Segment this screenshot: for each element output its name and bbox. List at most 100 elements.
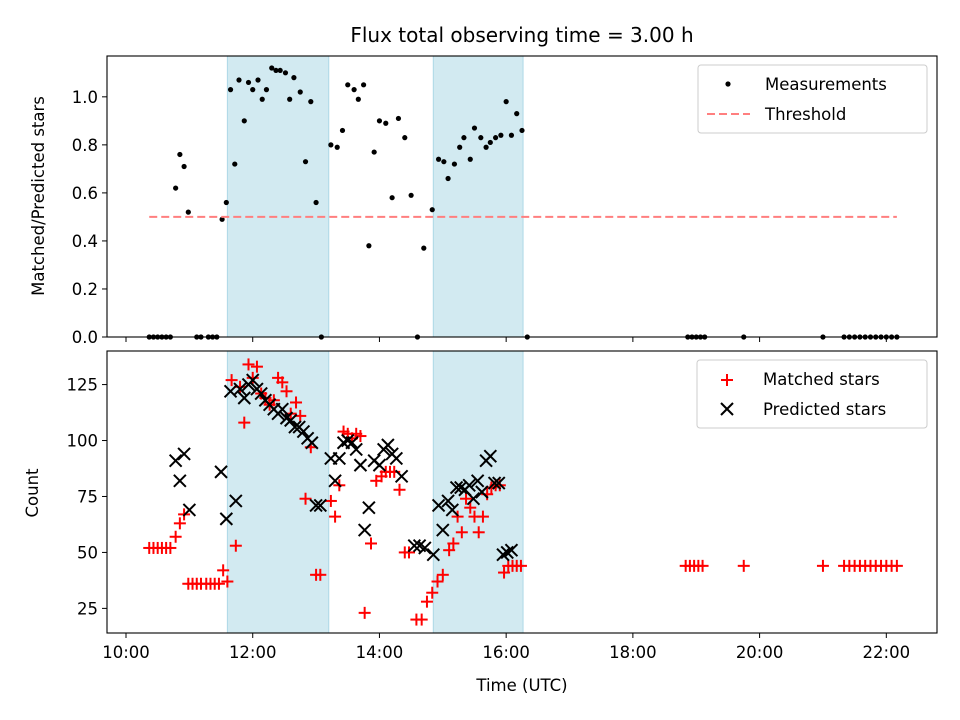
- measurement-point: [402, 135, 408, 141]
- matched-star-point: [250, 360, 263, 373]
- measurement-point: [483, 144, 489, 150]
- top-legend: Measurements Threshold: [697, 64, 928, 134]
- measurement-point: [241, 118, 247, 124]
- predicted-star-point: [483, 449, 498, 463]
- bottom-panel: 25 50 75 100 125 10:00 12:00 14:00 16:00 18:00 20…: [23, 350, 938, 695]
- predicted-star-point: [284, 413, 298, 428]
- measurement-point: [245, 79, 252, 86]
- predicted-star-point: [173, 474, 187, 488]
- measurement-point: [519, 127, 525, 134]
- measurement-point: [287, 96, 293, 102]
- predicted-star-point: [296, 424, 311, 439]
- matched-star-point: [358, 606, 371, 619]
- measurement-point: [259, 96, 265, 102]
- top-shaded-span: [226, 55, 330, 338]
- matched-star-point: [472, 526, 485, 539]
- bottom-y-tick-label: 125: [67, 376, 99, 395]
- predicted-star-point: [436, 523, 450, 537]
- top-legend-box: [697, 64, 928, 134]
- measurement-point: [351, 87, 357, 93]
- bottom-y-tick-label: 100: [67, 432, 99, 451]
- bottom-legend-box: [696, 359, 928, 429]
- measurement-point: [389, 195, 395, 201]
- matched-star-point: [460, 492, 473, 505]
- predicted-star-point: [362, 500, 376, 515]
- measurement-point: [302, 159, 309, 165]
- predicted-star-point: [500, 545, 514, 560]
- top-y-axis-title: Matched/Predicted stars: [29, 96, 48, 296]
- measurement-point: [232, 161, 238, 167]
- matched-star-point: [221, 575, 234, 588]
- measurement-point: [185, 209, 191, 215]
- bottom-shaded-span: [226, 350, 330, 634]
- top-y-tick-label: 0.6: [72, 184, 98, 203]
- matched-star-point: [443, 544, 456, 557]
- predicted-star-point: [492, 476, 506, 490]
- predicted-star-point: [504, 543, 519, 557]
- x-tick-label: 16:00: [482, 643, 530, 662]
- bottom-series: [143, 358, 903, 626]
- measurement-point: [273, 67, 279, 74]
- matched-star-point: [426, 586, 439, 599]
- measurement-point: [227, 87, 234, 93]
- predicted-star-point: [345, 436, 359, 450]
- matched-star-point: [246, 371, 259, 384]
- top-axes-frame: [106, 55, 938, 338]
- matched-star-point: [242, 358, 255, 371]
- predicted-star-point: [182, 503, 197, 517]
- measurement-point: [236, 77, 242, 83]
- predicted-star-point: [357, 523, 372, 537]
- matched-star-point: [229, 539, 242, 552]
- matched-star-point: [514, 559, 527, 572]
- predicted-star-point: [372, 458, 387, 472]
- x-tick-label: 22:00: [863, 643, 911, 662]
- legend-label-threshold: Threshold: [764, 105, 846, 124]
- predicted-star-point: [381, 438, 395, 452]
- predicted-star-point: [254, 386, 268, 401]
- bottom-y-tick-label: 75: [77, 487, 98, 506]
- predicted-star-point: [349, 442, 363, 457]
- matched-star-point: [455, 526, 468, 539]
- matched-star-point: [403, 546, 416, 559]
- measurement-point: [514, 111, 520, 117]
- measurement-point: [471, 125, 478, 131]
- matched-star-point: [476, 510, 489, 523]
- top-y-tick-label: 0.0: [72, 328, 98, 347]
- measurement-point: [461, 135, 467, 141]
- measurement-point: [223, 199, 229, 206]
- measurement-point: [291, 75, 297, 81]
- measurement-point: [297, 89, 303, 95]
- legend-marker-predicted-stars: [720, 402, 734, 416]
- matched-star-point: [354, 430, 367, 443]
- matched-star-point: [464, 501, 477, 514]
- predicted-star-point: [328, 474, 342, 488]
- matched-star-point: [280, 385, 293, 398]
- predicted-star-point: [431, 498, 446, 513]
- matched-star-point: [436, 568, 449, 581]
- measurement-point: [277, 67, 283, 74]
- measurement-point: [395, 115, 402, 122]
- measurement-point: [435, 156, 442, 162]
- predicted-star-point: [177, 447, 191, 461]
- matched-star-point: [290, 396, 303, 409]
- predicted-star-point: [487, 476, 502, 490]
- matched-star-point: [164, 541, 177, 554]
- chart-title: Flux total observing time = 3.00 h: [350, 23, 693, 47]
- measurement-point: [328, 142, 334, 148]
- bottom-shaded-span: [432, 350, 524, 634]
- measurement-point: [177, 151, 183, 158]
- matched-star-point: [420, 595, 433, 608]
- predicted-star-point: [237, 391, 251, 405]
- measurement-point: [269, 65, 275, 71]
- legend-marker-matched-stars: [721, 374, 733, 386]
- bottom-y-tick-label: 25: [77, 599, 98, 618]
- predicted-star-point: [219, 512, 234, 526]
- matched-star-point: [451, 510, 464, 523]
- bottom-y-axis: 25 50 75 100 125: [67, 376, 107, 618]
- legend-label-predicted-stars: Predicted stars: [763, 400, 886, 419]
- matched-star-point: [737, 559, 750, 572]
- bottom-y-tick-label: 50: [77, 543, 98, 562]
- matched-star-point: [393, 483, 406, 496]
- predicted-star-point: [496, 547, 510, 562]
